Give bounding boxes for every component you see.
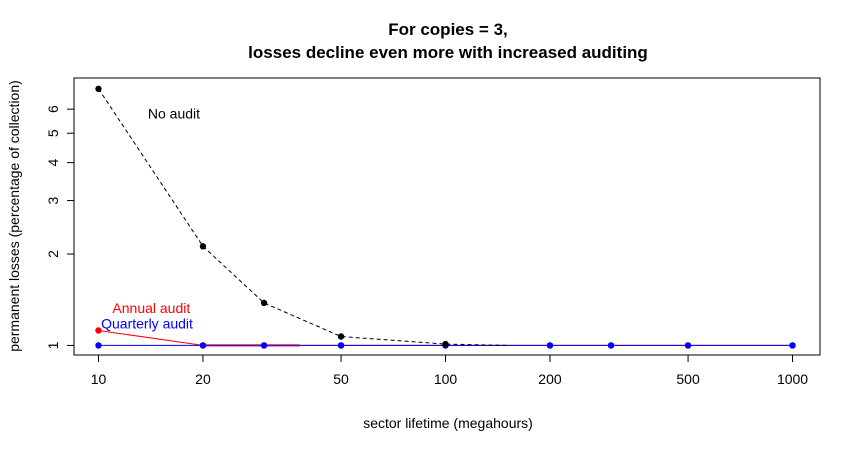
series-layer [95,85,796,349]
data-point [789,342,796,349]
data-point [199,342,207,349]
x-tick-label: 500 [676,371,700,387]
annotation-label: Quarterly audit [101,316,193,332]
data-point [546,342,554,349]
y-tick-label: 1 [45,341,61,349]
y-tick-label: 6 [45,105,61,113]
data-point [260,299,268,307]
x-axis-title: sector lifetime (megahours) [363,415,533,431]
data-point [442,340,449,348]
data-point [95,342,102,349]
y-tick-label: 2 [45,250,61,258]
x-tick-label: 200 [538,371,562,387]
chart-title-line2: losses decline even more with increased … [248,43,648,62]
x-tick-label: 20 [195,371,211,387]
y-tick-label: 4 [45,159,61,167]
x-tick-label: 50 [333,371,349,387]
data-point [95,85,102,93]
y-axis: 1 2 3 4 5 6 [45,105,75,349]
chart-title-line1: For copies = 3, [388,20,508,39]
data-point [337,333,345,340]
annotation-label: Annual audit [112,300,190,316]
x-tick-label: 100 [434,371,458,387]
y-tick-label: 5 [45,129,61,137]
x-tick-label: 1000 [777,371,808,387]
x-axis: 10 20 50 100 200 500 1000 [91,354,808,387]
data-point [684,342,692,349]
series-line [98,88,507,346]
data-point [607,342,615,349]
annotation-label: No audit [148,106,200,122]
y-axis-title: permanent losses (percentage of collecti… [6,80,22,352]
data-point [337,342,345,349]
x-tick-label: 10 [91,371,107,387]
data-point [260,342,268,349]
y-tick-label: 3 [45,196,61,204]
data-point [199,243,207,250]
data-point [95,327,102,334]
